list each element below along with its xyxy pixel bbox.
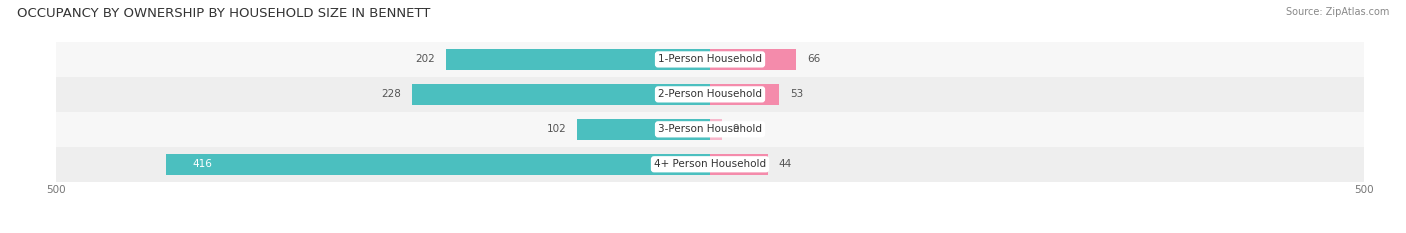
Bar	[56, 77, 1364, 112]
Bar	[576, 119, 710, 140]
Text: 2-Person Household: 2-Person Household	[658, 89, 762, 99]
Bar	[166, 154, 710, 175]
Bar	[412, 84, 710, 105]
Text: 102: 102	[547, 124, 567, 134]
Bar	[56, 42, 1364, 77]
Text: 44: 44	[778, 159, 792, 169]
Bar	[446, 49, 710, 70]
Text: 9: 9	[733, 124, 740, 134]
Text: 1-Person Household: 1-Person Household	[658, 55, 762, 64]
Text: 3-Person Household: 3-Person Household	[658, 124, 762, 134]
Bar	[710, 119, 721, 140]
Bar	[56, 147, 1364, 182]
Text: 202: 202	[416, 55, 436, 64]
Bar	[710, 84, 779, 105]
Bar	[56, 112, 1364, 147]
Text: 66: 66	[807, 55, 820, 64]
Text: 416: 416	[193, 159, 212, 169]
Bar	[710, 49, 796, 70]
Text: Source: ZipAtlas.com: Source: ZipAtlas.com	[1285, 7, 1389, 17]
Text: 53: 53	[790, 89, 803, 99]
Text: 4+ Person Household: 4+ Person Household	[654, 159, 766, 169]
Text: 228: 228	[381, 89, 402, 99]
Text: OCCUPANCY BY OWNERSHIP BY HOUSEHOLD SIZE IN BENNETT: OCCUPANCY BY OWNERSHIP BY HOUSEHOLD SIZE…	[17, 7, 430, 20]
Bar	[710, 154, 768, 175]
